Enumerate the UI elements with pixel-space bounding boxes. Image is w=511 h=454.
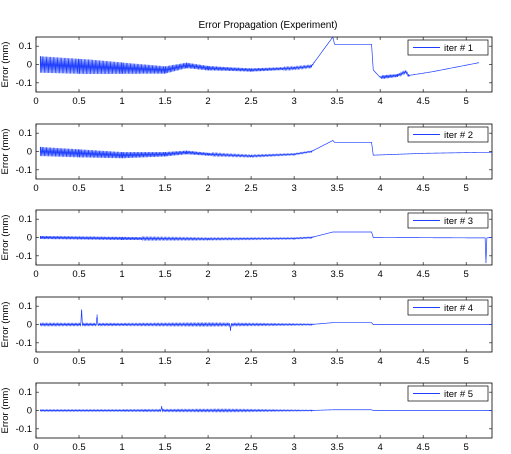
x-tick-label: 2 [205,442,210,453]
series-line [39,231,492,264]
y-tick-label: 0 [27,233,32,244]
x-tick-label: 2.5 [244,442,257,453]
x-tick-label: 4.5 [417,269,430,280]
x-tick-label: 4 [378,269,383,280]
series-line [39,309,492,331]
x-tick-label: 3 [291,96,296,107]
x-tick-label: 3 [291,442,296,453]
y-tick-label: 0 [27,147,32,158]
x-tick-label: 2 [205,183,210,194]
y-tick-label: 0 [27,320,32,331]
x-tick-label: 0.5 [72,183,85,194]
legend-label: iter # 3 [444,216,473,227]
x-tick-label: 2.5 [244,269,257,280]
x-tick-label: 3 [291,183,296,194]
legend-box [407,299,489,316]
legend-label: iter # 5 [444,389,473,400]
x-tick-label: 3.5 [331,442,344,453]
x-tick-label: 3 [291,269,296,280]
series-line [39,37,480,79]
x-tick-label: 4.5 [417,442,430,453]
legend-label: iter # 4 [444,303,473,314]
y-tick-label: 0 [27,406,32,417]
x-tick-label: 0.5 [72,356,85,367]
x-tick-label: 4 [378,442,383,453]
y-axis-label: Error (mm) [0,42,11,88]
x-tick-label: 3 [291,356,296,367]
x-tick-label: 2 [205,356,210,367]
x-tick-label: 3.5 [331,269,344,280]
x-tick-label: 2 [205,269,210,280]
y-axis-label: Error (mm) [0,302,11,348]
x-tick-label: 4 [378,183,383,194]
y-axis-label: Error (mm) [0,129,11,175]
x-tick-label: 0.5 [72,269,85,280]
x-tick-label: 4 [378,356,383,367]
x-tick-label: 0.5 [72,442,85,453]
x-tick-label: 5 [464,356,469,367]
x-tick-label: 4.5 [417,183,430,194]
x-tick-label: 5 [464,442,469,453]
x-tick-label: 0.5 [72,96,85,107]
x-tick-label: 0 [33,442,38,453]
x-tick-label: 1 [119,96,124,107]
legend-box [407,39,489,56]
x-tick-label: 2.5 [244,356,257,367]
chart-title: Error Propagation (Experiment) [199,20,338,31]
x-tick-label: 2 [205,96,210,107]
x-tick-label: 0 [33,96,38,107]
x-tick-label: 1 [119,183,124,194]
y-axis-label: Error (mm) [0,388,11,434]
legend-box [407,385,489,402]
y-tick-label: 0.1 [19,301,32,312]
legend-box [407,126,489,143]
y-axis-label: Error (mm) [0,215,11,261]
x-tick-label: 1.5 [158,269,171,280]
x-tick-label: 2.5 [244,183,257,194]
y-tick-label: -0.1 [16,424,32,435]
y-tick-label: -0.1 [16,338,32,349]
x-tick-label: 0 [33,356,38,367]
legend-box [407,212,489,229]
x-tick-label: 5 [464,183,469,194]
x-tick-label: 2.5 [244,96,257,107]
x-tick-label: 4.5 [417,96,430,107]
x-tick-label: 4 [378,96,383,107]
x-tick-label: 5 [464,269,469,280]
x-tick-label: 3.5 [331,183,344,194]
x-tick-label: 4.5 [417,356,430,367]
x-tick-label: 1 [119,269,124,280]
y-tick-label: 0.1 [19,128,32,139]
x-tick-label: 0 [33,269,38,280]
y-tick-label: -0.1 [16,78,32,89]
legend-label: iter # 2 [444,130,473,141]
legend-label: iter # 1 [444,43,473,54]
y-tick-label: 0 [27,60,32,71]
series-line [39,140,492,159]
x-tick-label: 1.5 [158,442,171,453]
y-tick-label: -0.1 [16,251,32,262]
series-line [39,406,492,413]
x-tick-label: 3.5 [331,356,344,367]
x-tick-label: 1.5 [158,96,171,107]
x-tick-label: 1.5 [158,183,171,194]
y-tick-label: 0.1 [19,214,32,225]
x-tick-label: 5 [464,96,469,107]
y-tick-label: -0.1 [16,165,32,176]
x-tick-label: 1 [119,356,124,367]
x-tick-label: 1 [119,442,124,453]
y-tick-label: 0.1 [19,41,32,52]
x-tick-label: 3.5 [331,96,344,107]
x-tick-label: 0 [33,183,38,194]
x-tick-label: 1.5 [158,356,171,367]
y-tick-label: 0.1 [19,387,32,398]
